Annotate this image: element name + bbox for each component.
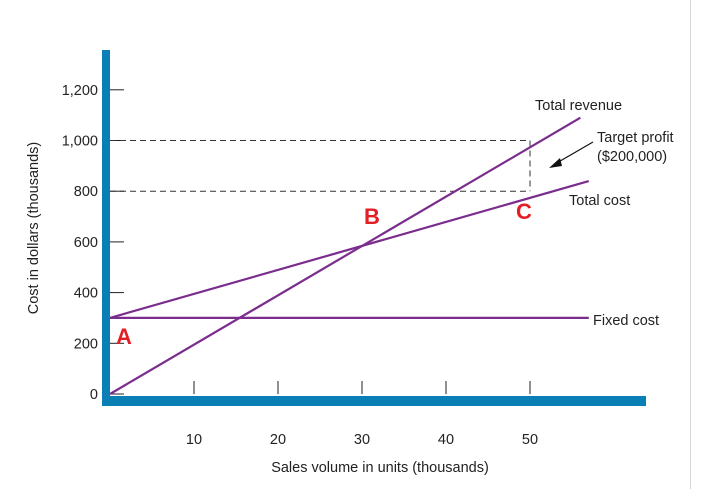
series-line-total-cost xyxy=(109,180,590,319)
y-axis-label: Cost in dollars (thousands) xyxy=(26,142,42,314)
point-label-b: B xyxy=(364,204,380,229)
y-axis-ticks: 0 200 400 600 800 1,000 1,200 xyxy=(62,83,124,403)
point-label-a: A xyxy=(116,324,132,349)
total-cost-label: Total cost xyxy=(569,193,630,209)
page-border xyxy=(690,0,691,489)
x-axis-label: Sales volume in units (thousands) xyxy=(271,460,489,476)
reference-lines xyxy=(110,140,531,192)
total-revenue-label: Total revenue xyxy=(535,98,622,114)
series-lines xyxy=(109,116,590,395)
y-tick-label: 400 xyxy=(74,286,98,302)
axes xyxy=(102,50,646,406)
target-profit-arrow xyxy=(549,141,594,168)
x-axis-line xyxy=(102,396,646,406)
y-tick-label: 600 xyxy=(74,235,98,251)
x-tick-label: 20 xyxy=(270,432,286,448)
x-tick-label: 40 xyxy=(438,432,454,448)
series-line-total-revenue xyxy=(109,116,581,395)
y-tick-label: 1,200 xyxy=(62,83,98,99)
x-axis-ticks: 10 20 30 40 50 xyxy=(186,381,538,448)
x-tick-label: 50 xyxy=(522,432,538,448)
x-tick-label: 30 xyxy=(354,432,370,448)
y-tick-label: 0 xyxy=(90,387,98,403)
target-profit-label-line2: ($200,000) xyxy=(597,149,667,165)
y-tick-label: 800 xyxy=(74,184,98,200)
point-labels: A B C xyxy=(116,199,532,349)
y-tick-label: 1,000 xyxy=(62,134,98,150)
x-tick-label: 10 xyxy=(186,432,202,448)
target-profit-label-line1: Target profit xyxy=(597,130,674,146)
y-axis-line xyxy=(102,50,110,406)
fixed-cost-label: Fixed cost xyxy=(593,313,659,329)
point-label-c: C xyxy=(516,199,532,224)
y-tick-label: 200 xyxy=(74,336,98,352)
